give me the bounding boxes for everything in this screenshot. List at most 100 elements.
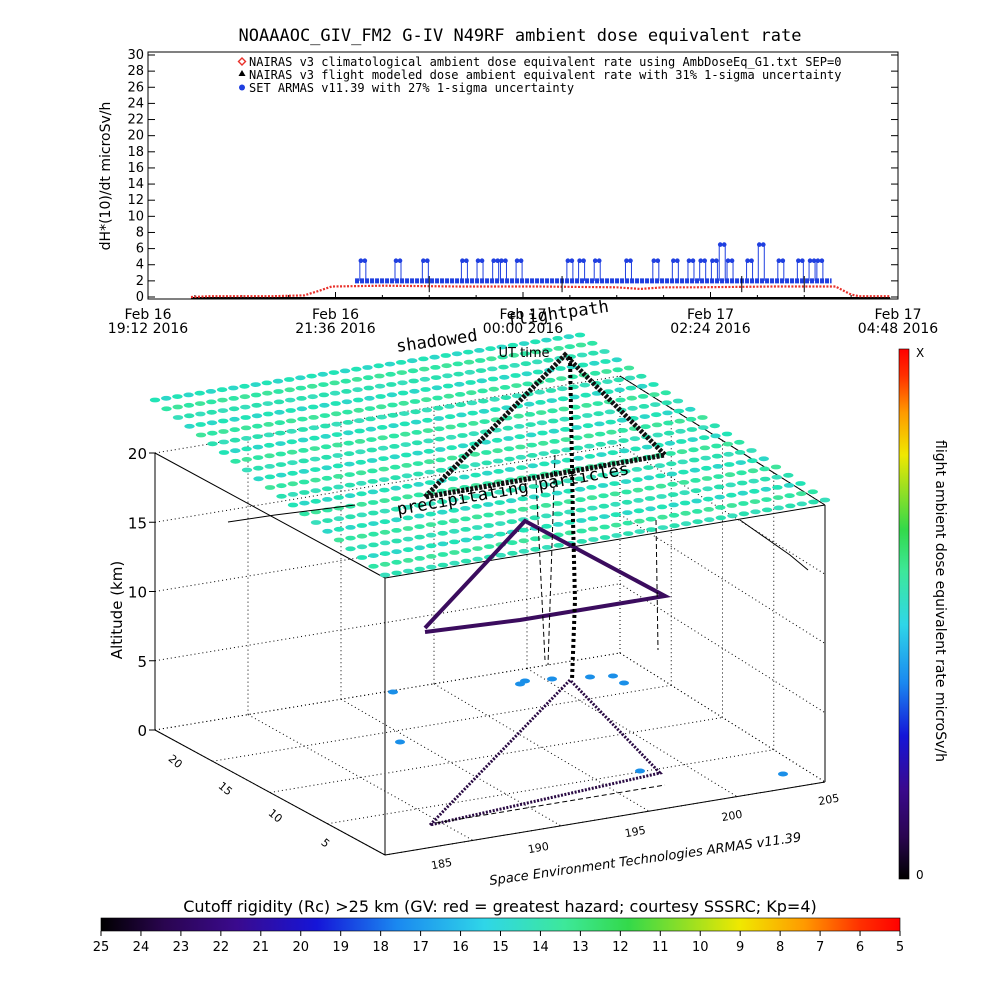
dose-mesh-point	[207, 430, 218, 436]
ground-dose-point	[608, 673, 618, 679]
cutoff-tick-label: 12	[612, 940, 629, 955]
dose-mesh-point	[711, 453, 723, 459]
dose-mesh-point	[702, 486, 713, 492]
armas-point	[514, 258, 520, 264]
floor-gridline	[154, 652, 621, 731]
dose-mesh-point	[517, 496, 528, 502]
right-wall-trace	[739, 519, 809, 571]
armas-point	[714, 258, 719, 264]
dose-mesh-point	[343, 430, 354, 436]
dose-mesh-point	[418, 356, 429, 362]
dose-mesh-point	[472, 525, 483, 530]
dose-mesh-point	[495, 531, 506, 537]
dose-mesh-point	[532, 369, 544, 375]
legend-entry: NAIRAS v3 climatological ambient dose eq…	[249, 55, 841, 69]
dose-mesh-point	[322, 528, 333, 534]
dose-mesh-point	[492, 448, 503, 454]
dose-mesh-point	[421, 397, 432, 403]
dose-mesh-point	[699, 435, 710, 441]
dose-mesh-point	[495, 521, 506, 526]
dose-mesh-point	[689, 457, 700, 463]
dose-mesh-layer	[149, 332, 831, 777]
dose-mesh-point	[587, 340, 598, 346]
dose-mesh-point	[685, 406, 696, 412]
dose-mesh-point	[517, 486, 528, 491]
dose-mesh-point	[391, 549, 402, 555]
dose-mesh-point	[586, 495, 598, 501]
dose-mesh-point	[482, 491, 494, 497]
flight-path-layer	[227, 351, 809, 827]
dose-mesh-point	[529, 515, 540, 521]
dose-mesh-point	[161, 406, 172, 412]
dose-mesh-point	[575, 507, 587, 513]
dose-mesh-point	[576, 528, 587, 534]
dose-mesh-point	[727, 513, 738, 519]
dose-mesh-point	[298, 458, 309, 464]
dose-mesh-point	[414, 566, 425, 572]
dose-mesh-point	[546, 398, 557, 403]
dose-mesh-point	[715, 515, 726, 521]
dose-mesh-point	[470, 483, 482, 488]
dose-mesh-point	[430, 375, 442, 380]
dose-mesh-point	[560, 437, 572, 442]
dose-mesh-point	[485, 346, 496, 352]
dose-mesh-point	[351, 377, 363, 382]
dose-mesh-point	[677, 459, 688, 465]
dose-mesh-point	[503, 436, 514, 441]
dose-mesh-point	[273, 389, 284, 394]
cutoff-tick-label: 5	[896, 940, 904, 955]
dose-mesh-point	[521, 371, 532, 377]
dose-mesh-point	[451, 351, 463, 357]
dose-mesh-point	[722, 441, 733, 447]
cutoff-tick-label: 16	[452, 940, 469, 955]
altitude-tick-label: 15	[128, 514, 147, 532]
dose-mesh-point	[356, 523, 368, 528]
dose-mesh-point	[614, 387, 625, 393]
dose-mesh-point	[772, 495, 784, 500]
dose-mesh-point	[481, 450, 492, 455]
dose-mesh-point	[433, 405, 444, 411]
dose-mesh-point	[758, 456, 769, 462]
dose-mesh-point	[645, 516, 657, 522]
dose-mesh-point	[599, 524, 610, 530]
dose-mesh-point	[437, 541, 448, 547]
time-series-legend: NAIRAS v3 climatological ambient dose eq…	[237, 55, 841, 95]
dose-mesh-point	[172, 415, 184, 420]
dose-mesh-point	[355, 449, 366, 455]
dose-mesh-point	[563, 334, 574, 340]
dose-mesh-point	[386, 392, 398, 398]
dose-mesh-point	[548, 428, 560, 434]
dose-mesh-point	[363, 375, 374, 381]
dose-mesh-point	[298, 469, 310, 474]
dose-mesh-point	[295, 385, 307, 391]
dose-mesh-point	[644, 485, 655, 491]
dose-mesh-point	[356, 533, 368, 539]
dose-mesh-point	[632, 487, 644, 493]
dose-mesh-point	[264, 485, 276, 490]
dose-mesh-point	[263, 432, 275, 438]
dose-mesh-point	[319, 402, 330, 408]
dose-mesh-point	[495, 552, 506, 558]
dose-mesh-point	[747, 468, 759, 474]
dose-mesh-point	[486, 356, 497, 362]
dose-mesh-point	[664, 440, 676, 446]
dose-mesh-point	[651, 412, 662, 418]
dose-mesh-point	[443, 393, 454, 399]
dose-mesh-point	[589, 360, 600, 366]
dose-mesh-point	[161, 395, 172, 401]
dose-mesh-point	[761, 497, 772, 502]
y-tick-label: 28	[127, 64, 144, 79]
ground-dose-point	[619, 680, 629, 686]
dose-mesh-point	[373, 363, 384, 369]
dose-mesh-point	[414, 534, 425, 540]
dose-mesh-point	[403, 547, 414, 553]
dose-mesh-point	[638, 404, 650, 409]
dose-mesh-point	[556, 376, 567, 381]
dose-mesh-point	[593, 411, 604, 417]
dose-mesh-point	[386, 382, 397, 387]
dose-mesh-point	[597, 472, 608, 478]
dose-mesh-point	[459, 474, 470, 480]
dose-mesh-point	[397, 390, 409, 396]
dose-mesh-point	[759, 466, 770, 472]
